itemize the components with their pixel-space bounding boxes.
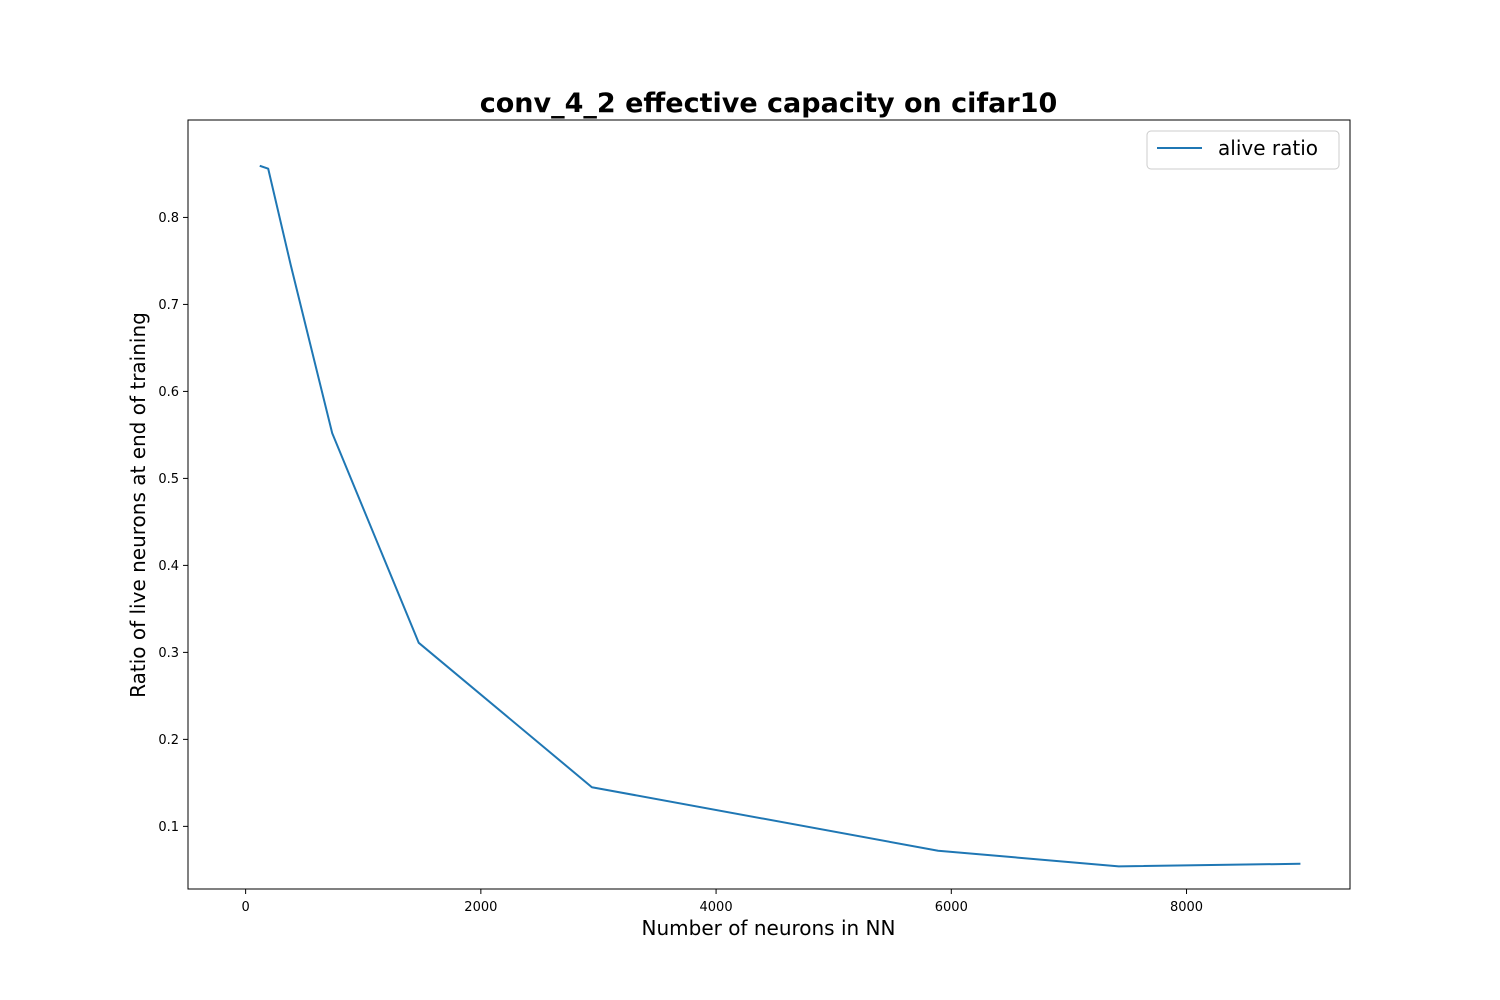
x-tick-label: 0 <box>241 900 249 915</box>
x-axis-label: Number of neurons in NN <box>642 916 896 940</box>
y-tick-label: 0.6 <box>158 385 179 400</box>
x-tick-label: 2000 <box>464 900 497 915</box>
y-tick-label: 0.1 <box>158 820 179 835</box>
x-tick-label: 8000 <box>1170 900 1203 915</box>
legend: alive ratio <box>1146 130 1340 170</box>
legend-label: alive ratio <box>1218 136 1318 160</box>
axes-frame <box>187 119 1351 890</box>
y-axis: 0.1 0.2 0.3 0.4 0.5 0.6 0.7 0.8 <box>158 211 188 835</box>
x-tick-label: 4000 <box>700 900 733 915</box>
chart-title: conv_4_2 effective capacity on cifar10 <box>480 88 1058 119</box>
y-tick-label: 0.7 <box>158 298 179 313</box>
y-tick-label: 0.3 <box>158 646 179 661</box>
y-tick-label: 0.5 <box>158 472 179 487</box>
y-tick-label: 0.8 <box>158 211 179 226</box>
y-tick-label: 0.4 <box>158 559 179 574</box>
y-axis-label: Ratio of live neurons at end of training <box>126 312 150 698</box>
x-axis: 0 2000 4000 6000 8000 <box>241 889 1203 915</box>
x-tick-label: 6000 <box>935 900 968 915</box>
series-line-0 <box>259 164 1301 868</box>
y-tick-label: 0.2 <box>158 733 179 748</box>
series-layer <box>259 164 1301 868</box>
plot-area <box>187 119 1351 890</box>
legend-box <box>1146 130 1340 170</box>
